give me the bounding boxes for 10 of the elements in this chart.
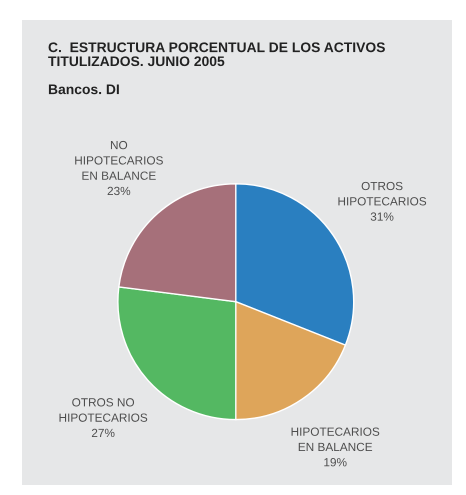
slice-label: HIPOTECARIOS EN BALANCE <box>292 427 380 452</box>
data-label: 27% <box>92 428 115 438</box>
slice-label: OTROS NO HIPOTECARIOS <box>60 398 148 422</box>
slice-label: NO HIPOTECARIOS EN BALANCE <box>75 140 163 180</box>
data-label: 19% <box>324 458 347 466</box>
chart-subtitle: Bancos. DI <box>48 84 119 94</box>
data-label: 31% <box>370 212 394 221</box>
data-label: 23% <box>108 186 130 196</box>
slice-label: OTROS HIPOTECARIOS <box>338 182 426 206</box>
chart-title: C. ESTRUCTURA PORCENTUAL DE LOS ACTIVOS TITULIZADOS. JUNIO 2005 <box>48 42 385 66</box>
